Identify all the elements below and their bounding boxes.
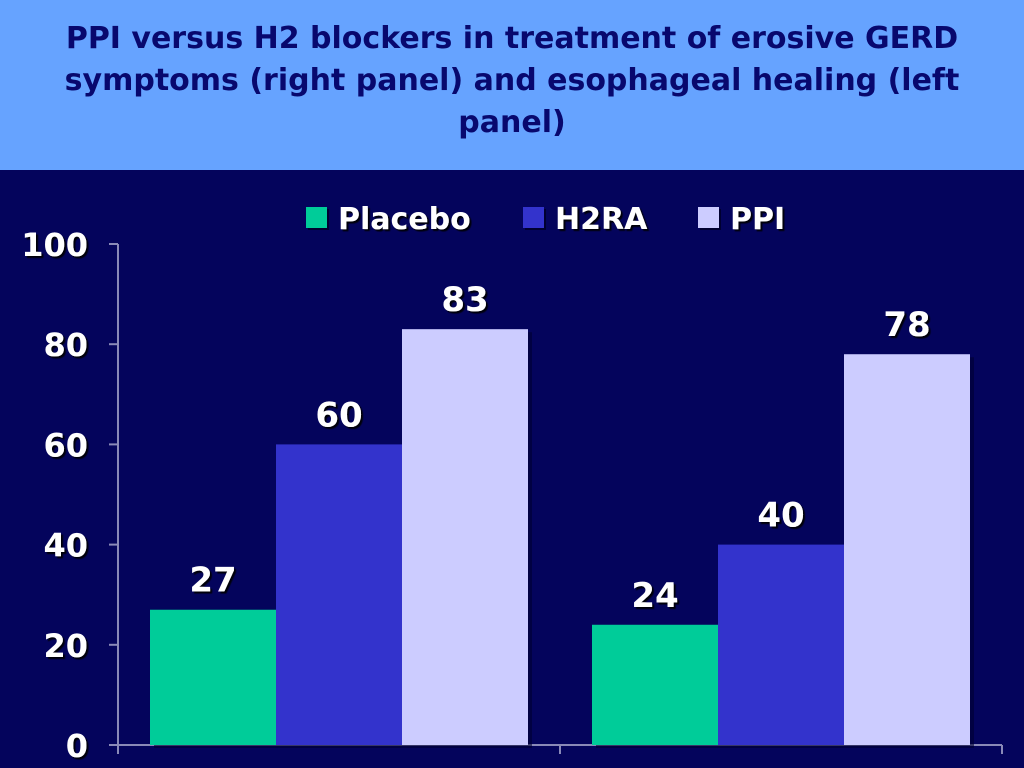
- bar-chart: Placebo H2RA PPI 0 20 40 60 80 100 27 60 83 24 40 78: [0, 170, 1024, 768]
- y-axis: 0 20 40 60 80 100: [21, 226, 119, 765]
- data-label: 60: [315, 395, 362, 435]
- bar-placebo: [592, 624, 718, 745]
- y-tick-label: 20: [43, 627, 88, 665]
- data-label: 83: [441, 280, 488, 320]
- title-banner: PPI versus H2 blockers in treatment of e…: [0, 0, 1024, 170]
- y-tick-label: 0: [66, 727, 88, 765]
- bar-ppi: [402, 329, 528, 745]
- slide-title: PPI versus H2 blockers in treatment of e…: [64, 21, 960, 140]
- y-tick-label: 100: [21, 226, 88, 264]
- bar-placebo: [150, 609, 276, 745]
- legend-swatch-ppi: [698, 207, 719, 228]
- legend: Placebo H2RA PPI: [306, 202, 785, 237]
- y-tick-label: 40: [43, 527, 88, 565]
- legend-label: H2RA: [555, 202, 648, 237]
- legend-label: Placebo: [338, 202, 471, 237]
- legend-swatch-placebo: [306, 207, 327, 228]
- legend-label: PPI: [730, 202, 785, 237]
- data-label: 27: [189, 561, 236, 601]
- data-label: 78: [883, 305, 930, 345]
- legend-swatch-h2ra: [523, 207, 544, 228]
- data-labels: 27 60 83 24 40 78: [189, 280, 930, 616]
- y-tick-label: 80: [43, 326, 88, 364]
- data-label: 40: [757, 496, 804, 536]
- bar-h2ra: [718, 544, 844, 745]
- bars: [150, 329, 974, 748]
- bar-h2ra: [276, 444, 402, 745]
- y-tick-label: 60: [43, 426, 88, 464]
- bar-ppi: [844, 354, 970, 745]
- data-label: 24: [631, 576, 678, 616]
